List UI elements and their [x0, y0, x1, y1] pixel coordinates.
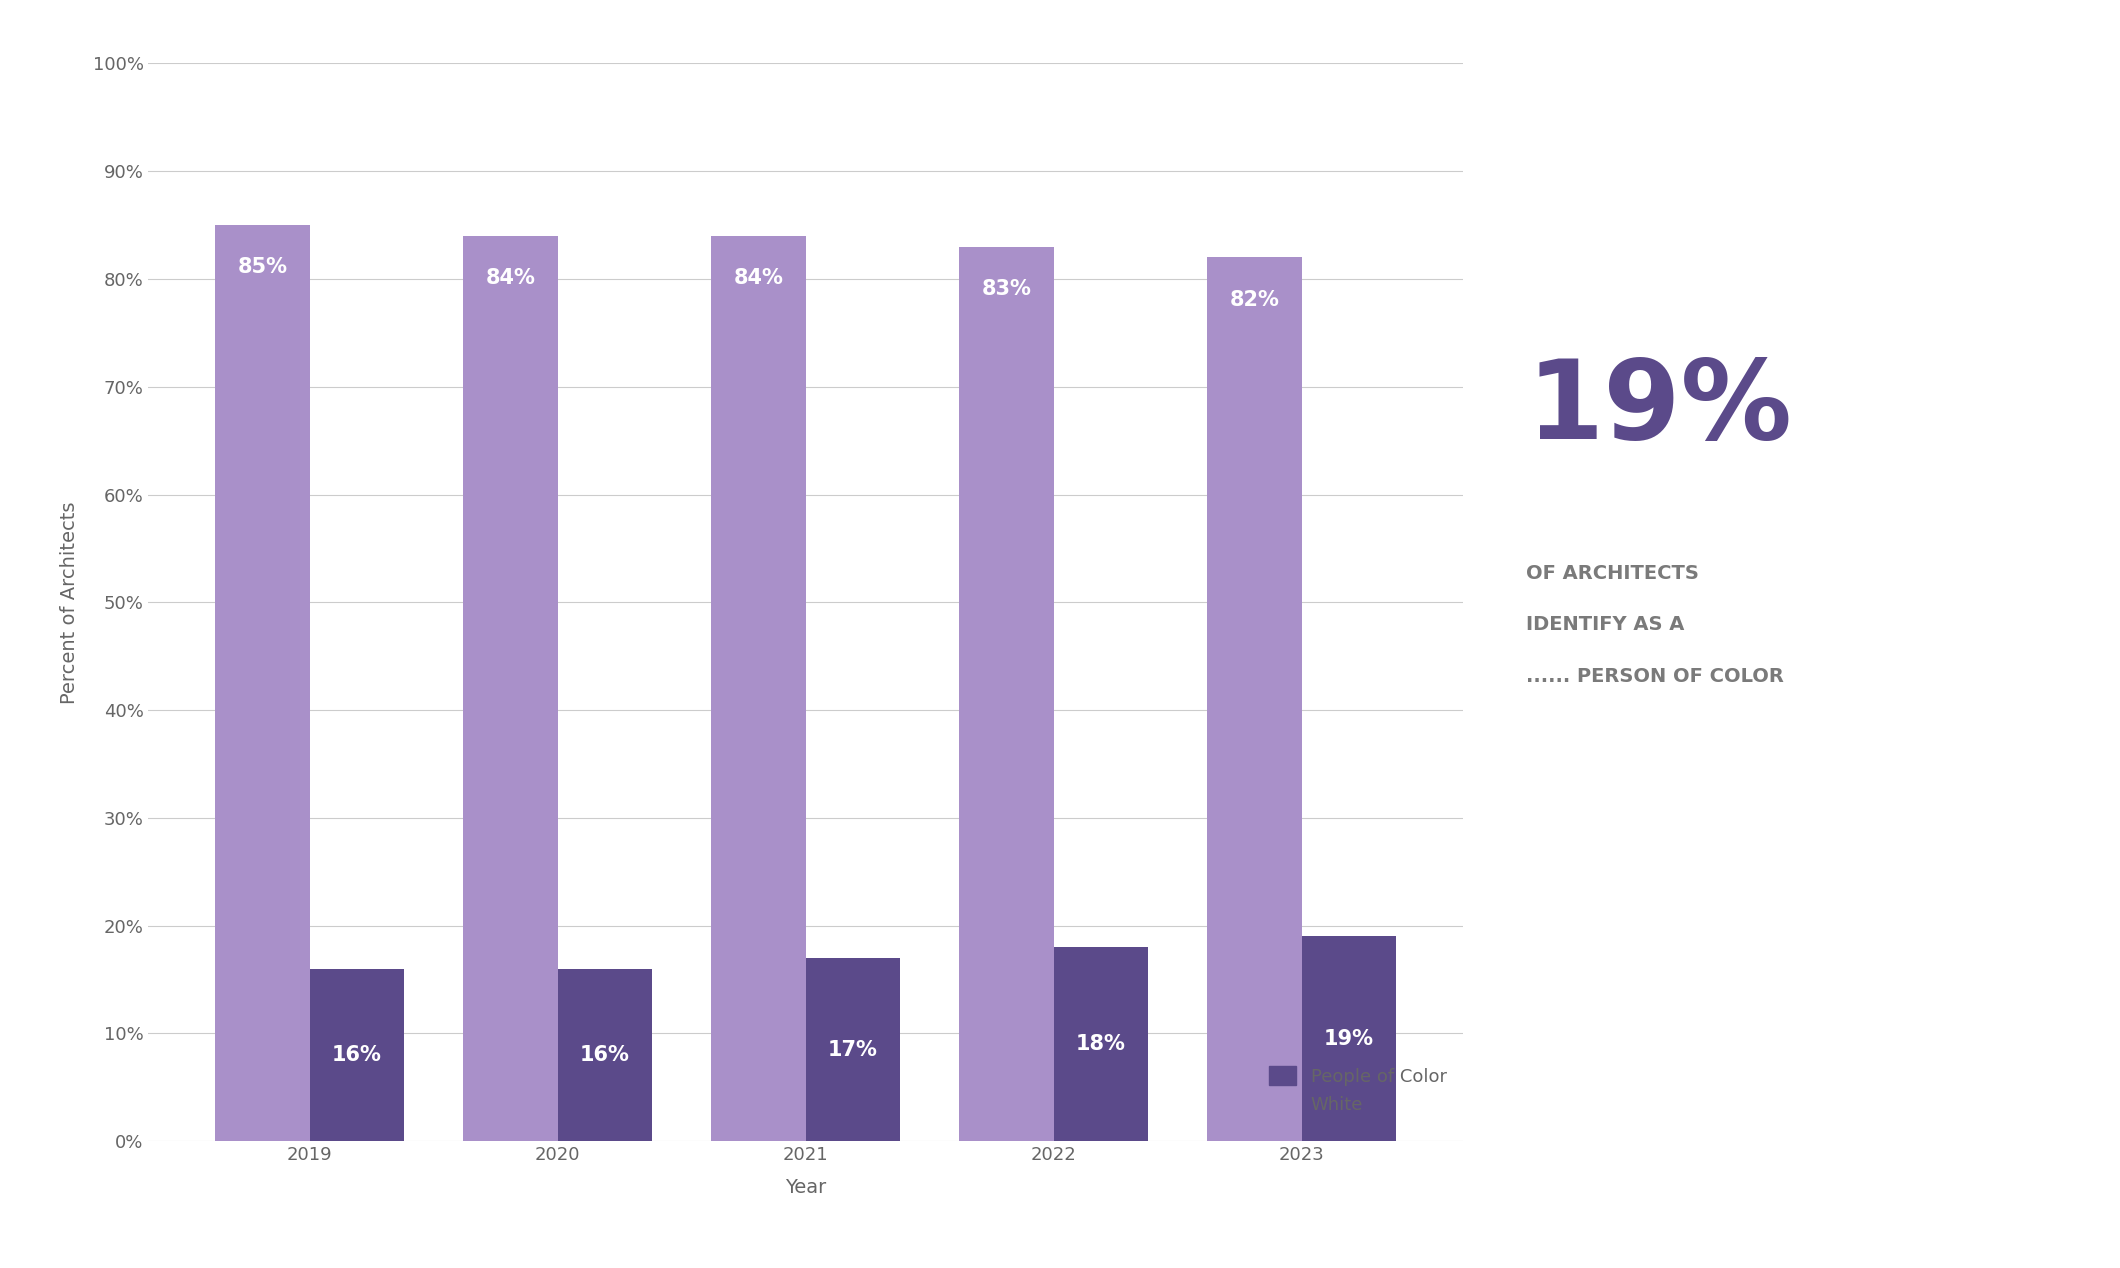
Text: 19%: 19% — [1323, 1028, 1374, 1049]
Text: ...... PERSON OF COLOR: ...... PERSON OF COLOR — [1526, 667, 1785, 686]
Text: 83%: 83% — [982, 279, 1032, 299]
Text: OF ARCHITECTS: OF ARCHITECTS — [1526, 564, 1700, 583]
Text: 16%: 16% — [579, 1045, 630, 1065]
Text: 82%: 82% — [1230, 290, 1278, 309]
Bar — [310, 969, 403, 1141]
Bar — [960, 246, 1054, 1141]
Text: 16%: 16% — [333, 1045, 382, 1065]
Bar — [464, 236, 558, 1141]
Text: 19%: 19% — [1526, 355, 1791, 462]
Legend: People of Color, White: People of Color, White — [1261, 1059, 1454, 1121]
Bar — [558, 969, 651, 1141]
Bar — [216, 226, 310, 1141]
Text: 84%: 84% — [485, 269, 536, 288]
Text: 17%: 17% — [827, 1040, 878, 1060]
Bar — [1302, 936, 1395, 1141]
Text: 84%: 84% — [734, 269, 784, 288]
Bar — [1208, 257, 1302, 1141]
Bar — [806, 959, 899, 1141]
Text: 18%: 18% — [1075, 1035, 1126, 1054]
Text: IDENTIFY AS A: IDENTIFY AS A — [1526, 615, 1685, 634]
Bar — [712, 236, 806, 1141]
Text: 85%: 85% — [237, 257, 288, 278]
Bar — [1054, 947, 1147, 1141]
X-axis label: Year: Year — [784, 1178, 827, 1197]
Y-axis label: Percent of Architects: Percent of Architects — [59, 501, 78, 704]
